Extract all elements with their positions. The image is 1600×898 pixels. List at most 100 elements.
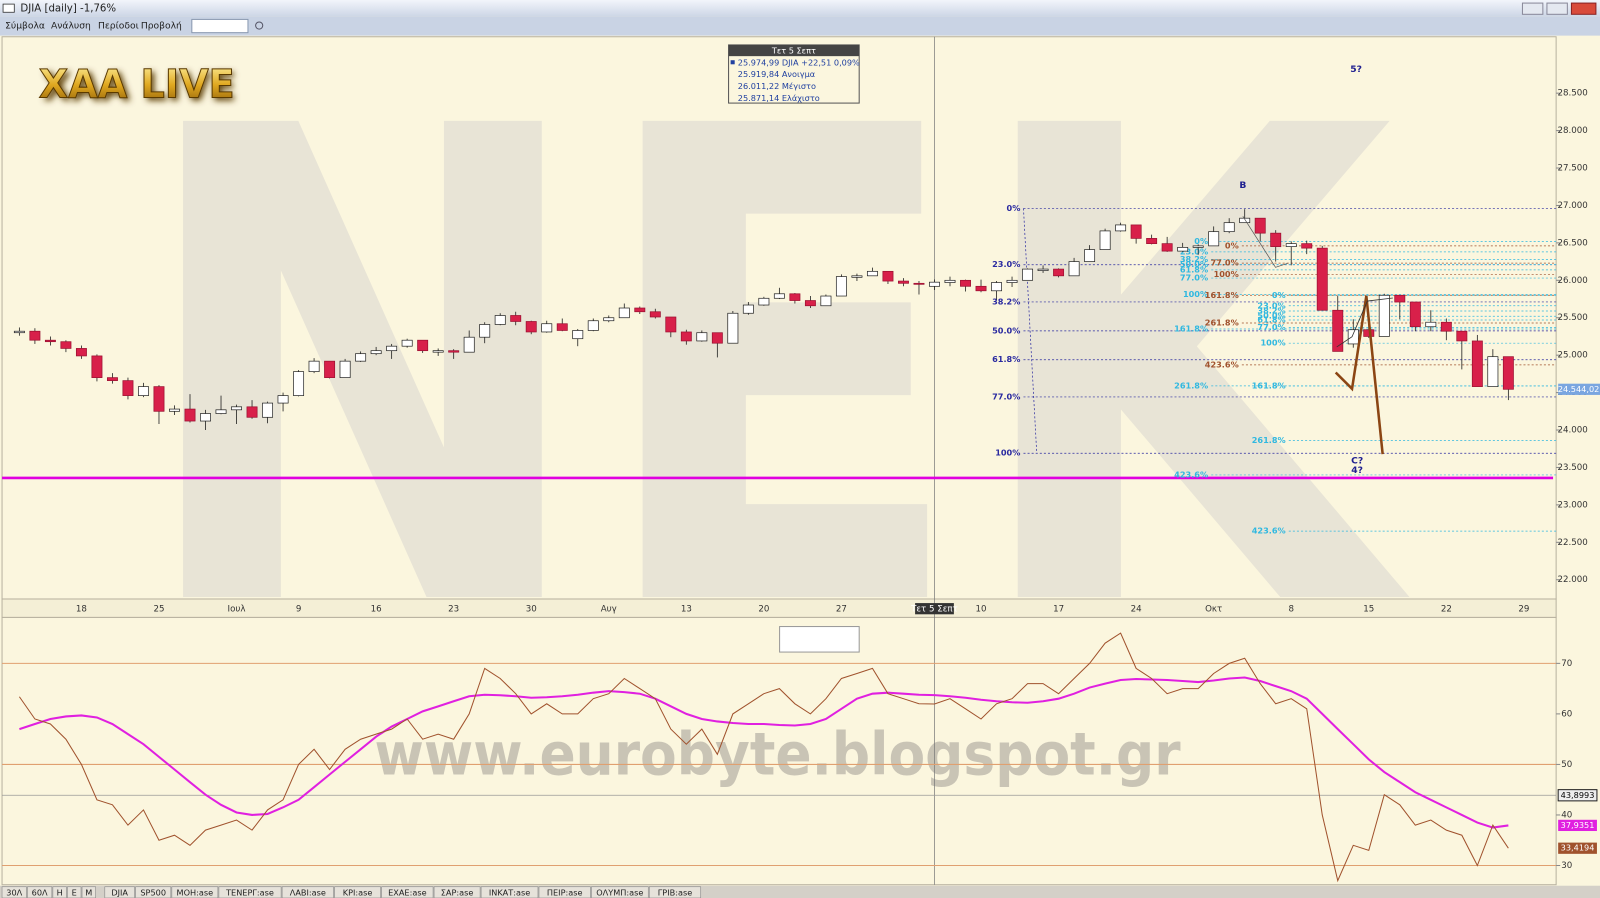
fib-label: 100%: [995, 448, 1020, 458]
candle-body: [417, 339, 429, 352]
candle-body: [153, 386, 165, 412]
close-button[interactable]: [1570, 2, 1597, 15]
candle-body: [649, 311, 661, 318]
fib-label: 38.2%: [1180, 254, 1208, 264]
y-tick-label: 28.500: [1557, 89, 1587, 99]
window-title: DJIA [daily] -1,76%: [20, 4, 116, 15]
fib-label: 0%: [1194, 236, 1208, 246]
logo: XAA LIVE: [39, 62, 235, 107]
candle-body: [277, 395, 289, 404]
candle-body: [1270, 232, 1282, 247]
candle-body: [510, 315, 522, 322]
search-icon[interactable]: [255, 21, 264, 30]
tab-label[interactable]: ΕΧΑΕ:ase: [388, 887, 427, 897]
symbol-input[interactable]: [191, 18, 249, 34]
tab-label[interactable]: ΓΡΙΒ:ase: [658, 887, 692, 897]
candle-body: [448, 350, 460, 353]
x-tick-label: 23: [448, 605, 459, 615]
fib-label: 423.6%: [1205, 359, 1239, 369]
tab-label[interactable]: ΟΛΥΜΠ:ase: [596, 887, 643, 897]
menu-item[interactable]: Ανάλυση: [51, 21, 91, 32]
y-tick-label: 50: [1561, 760, 1572, 770]
tab-label[interactable]: ΤΕΝΕΡΓ:ase: [225, 887, 274, 897]
candle-body: [618, 307, 630, 319]
y-tick-label: 22.500: [1557, 538, 1587, 548]
tab-label[interactable]: 60Λ: [32, 887, 48, 897]
minimize-button[interactable]: [1521, 2, 1544, 15]
candle-body: [929, 281, 940, 287]
tab-label[interactable]: Μ: [85, 887, 92, 897]
candle-body: [1130, 224, 1142, 239]
tab-label[interactable]: ΚΡΙ:ase: [343, 887, 373, 897]
x-tick-label: 25: [153, 605, 164, 615]
candle-body: [1022, 268, 1034, 281]
tab-label[interactable]: 30Λ: [6, 887, 22, 897]
fib-label: 23.0%: [992, 259, 1020, 269]
fib-label: 423.6%: [1252, 526, 1286, 536]
tab-label[interactable]: DJIA: [111, 887, 128, 897]
tab-label[interactable]: SP500: [140, 887, 166, 897]
fib-label: 38.2%: [992, 296, 1020, 306]
menu-item[interactable]: Σύμβολα: [5, 21, 45, 32]
y-tick-label: 27.000: [1557, 201, 1587, 211]
fib-label: 161.8%: [1174, 323, 1208, 333]
marker-box: [1557, 789, 1598, 802]
tooltip-line: 25.871,14 Ελάχιστο: [738, 93, 820, 103]
candle-body: [1099, 230, 1111, 250]
tab-label[interactable]: ΙΝΚΑΤ:ase: [489, 887, 530, 897]
candle-body: [1254, 217, 1266, 234]
menu-item[interactable]: Περίοδοι: [98, 21, 139, 32]
candle-body: [541, 323, 553, 333]
tab-label[interactable]: Ε: [72, 887, 77, 897]
candle-body: [370, 350, 382, 355]
candle-body: [556, 323, 568, 331]
fib-label: 23.0%: [1180, 246, 1208, 256]
site-watermark: www.eurobyte.blogspot.gr: [374, 719, 1181, 788]
candle-body: [1115, 224, 1127, 232]
y-tick-label: 25.500: [1557, 313, 1587, 323]
candle-body: [587, 320, 599, 331]
fib-label: 50.0%: [1180, 259, 1208, 269]
tab-label[interactable]: ΛΑΒΙ:ase: [290, 887, 326, 897]
fib-label: 38.2%: [1257, 306, 1285, 316]
candle-body: [742, 304, 754, 314]
x-tick-label: Αυγ: [601, 605, 617, 615]
x-tick-label: 10: [976, 605, 987, 615]
candle-body: [13, 330, 25, 334]
tab-label[interactable]: ΠΕΙΡ:ase: [547, 887, 583, 897]
candle-body: [1301, 243, 1313, 249]
candle-body: [975, 285, 987, 292]
x-tick-label: 30: [526, 605, 537, 615]
x-tick-label: Ιουλ: [228, 605, 246, 615]
tab-label[interactable]: Η: [57, 887, 63, 897]
candle-body: [1146, 238, 1158, 244]
y-tick-label: 22.000: [1557, 575, 1587, 585]
fib-label: 100%: [1261, 338, 1286, 348]
candle-body: [44, 339, 56, 343]
candle-body: [1037, 268, 1049, 271]
rsi-line: [19, 676, 1509, 829]
candle-body: [432, 350, 444, 353]
fib-label: 50.0%: [1257, 311, 1285, 321]
maximize-button[interactable]: [1546, 2, 1568, 15]
tab-label[interactable]: ΜΟΗ:ase: [177, 887, 214, 897]
candle-body: [1425, 321, 1437, 328]
tab-label[interactable]: ΣΑΡ:ase: [441, 887, 474, 897]
candle-body: [680, 331, 692, 342]
candle-body: [75, 348, 87, 357]
chart-area: [0, 35, 1600, 886]
candle-body: [106, 377, 118, 381]
candle-body: [634, 307, 646, 313]
x-tick-label: 15: [1363, 605, 1374, 615]
y-tick-label: 24.000: [1557, 426, 1587, 436]
x-tick-label: Τετ 5 Σεπτ: [910, 605, 958, 615]
candle-body: [804, 300, 816, 307]
menu-item[interactable]: Προβολή: [141, 21, 182, 32]
menu-bar: [0, 16, 1600, 36]
fib-connector: [1023, 208, 1038, 454]
x-tick-label: 17: [1053, 605, 1064, 615]
cursor-label-bg: [915, 603, 954, 615]
y-tick-label: 30: [1561, 861, 1572, 871]
candle-body: [789, 293, 801, 301]
y-tick-label: 26.000: [1557, 276, 1587, 286]
